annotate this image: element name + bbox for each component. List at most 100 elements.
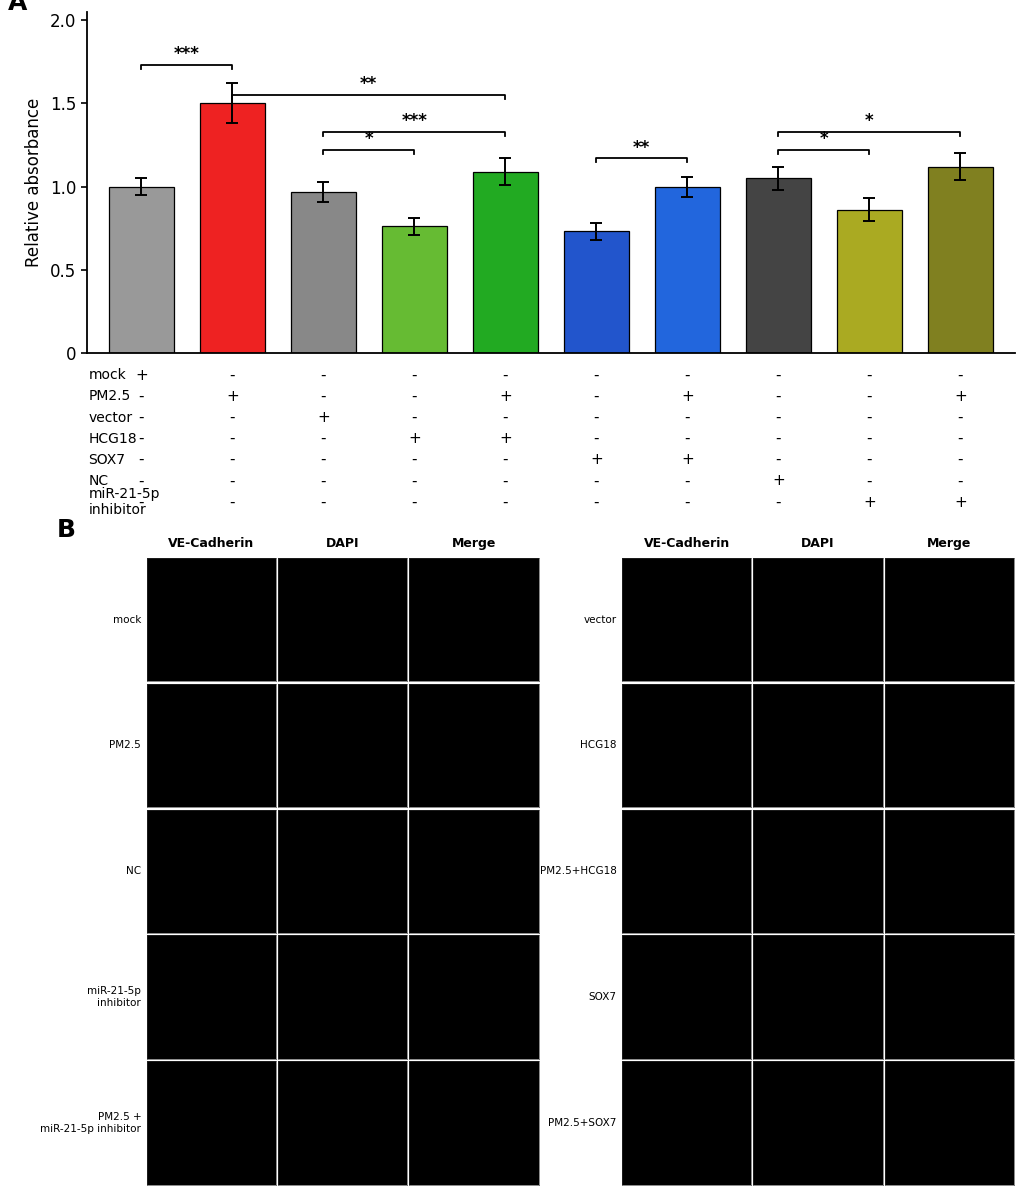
Text: **: **: [360, 75, 377, 93]
Text: -: -: [957, 473, 962, 489]
Text: PM2.5: PM2.5: [109, 740, 141, 751]
Text: miR-21-5p
inhibitor: miR-21-5p inhibitor: [89, 486, 160, 517]
Text: -: -: [866, 473, 871, 489]
Text: -: -: [139, 432, 144, 446]
Text: -: -: [866, 452, 871, 467]
Text: -: -: [684, 432, 690, 446]
Text: -: -: [684, 410, 690, 426]
Text: -: -: [139, 473, 144, 489]
Text: miR-21-5p
inhibitor: miR-21-5p inhibitor: [88, 987, 141, 1008]
Text: -: -: [320, 389, 326, 404]
Bar: [562, 231, 629, 353]
Text: -: -: [229, 368, 234, 383]
Y-axis label: Relative absorbance: Relative absorbance: [24, 98, 43, 267]
Text: -: -: [411, 410, 417, 426]
Text: -: -: [320, 495, 326, 509]
Text: DAPI: DAPI: [326, 538, 359, 550]
Text: Merge: Merge: [926, 538, 970, 550]
Text: -: -: [411, 389, 417, 404]
Text: +: +: [225, 389, 238, 404]
Text: +: +: [681, 389, 693, 404]
Text: VE-Cadherin: VE-Cadherin: [643, 538, 730, 550]
Text: -: -: [229, 410, 234, 426]
Text: -: -: [684, 368, 690, 383]
Text: ***: ***: [173, 45, 200, 63]
Bar: [836, 210, 901, 353]
Text: **: **: [633, 138, 650, 156]
Text: -: -: [957, 452, 962, 467]
Text: -: -: [593, 410, 598, 426]
Text: -: -: [411, 495, 417, 509]
Text: -: -: [411, 473, 417, 489]
Bar: [290, 192, 356, 353]
Text: +: +: [771, 473, 784, 489]
Bar: [654, 186, 719, 353]
Text: -: -: [139, 410, 144, 426]
Text: +: +: [408, 432, 420, 446]
Text: DAPI: DAPI: [801, 538, 834, 550]
Text: NC: NC: [89, 474, 109, 488]
Text: B: B: [57, 519, 76, 542]
Text: -: -: [593, 473, 598, 489]
Text: -: -: [411, 452, 417, 467]
Text: -: -: [502, 495, 507, 509]
Text: HCG18: HCG18: [580, 740, 615, 751]
Text: -: -: [411, 368, 417, 383]
Text: -: -: [502, 452, 507, 467]
Text: *: *: [864, 112, 872, 130]
Text: Merge: Merge: [451, 538, 495, 550]
Text: +: +: [498, 389, 512, 404]
Bar: [472, 172, 538, 353]
Text: -: -: [774, 389, 781, 404]
Text: -: -: [593, 495, 598, 509]
Text: -: -: [866, 368, 871, 383]
Text: -: -: [320, 473, 326, 489]
Text: +: +: [589, 452, 602, 467]
Text: +: +: [681, 452, 693, 467]
Text: -: -: [320, 432, 326, 446]
Text: -: -: [502, 410, 507, 426]
Bar: [381, 226, 446, 353]
Text: SOX7: SOX7: [89, 453, 125, 467]
Text: -: -: [774, 432, 781, 446]
Text: -: -: [229, 495, 234, 509]
Text: PM2.5: PM2.5: [89, 390, 130, 403]
Text: -: -: [593, 389, 598, 404]
Text: ***: ***: [400, 112, 427, 130]
Text: -: -: [957, 432, 962, 446]
Text: HCG18: HCG18: [89, 432, 137, 446]
Bar: [200, 104, 265, 353]
Text: mock: mock: [89, 368, 126, 383]
Text: -: -: [139, 389, 144, 404]
Text: -: -: [774, 495, 781, 509]
Text: PM2.5+SOX7: PM2.5+SOX7: [547, 1118, 615, 1128]
Text: -: -: [320, 368, 326, 383]
Bar: [745, 179, 810, 353]
Text: -: -: [684, 495, 690, 509]
Text: PM2.5+HCG18: PM2.5+HCG18: [539, 867, 615, 876]
Text: mock: mock: [113, 615, 141, 625]
Text: NC: NC: [126, 867, 141, 876]
Text: PM2.5 +
miR-21-5p inhibitor: PM2.5 + miR-21-5p inhibitor: [40, 1112, 141, 1134]
Text: -: -: [229, 432, 234, 446]
Text: -: -: [866, 389, 871, 404]
Text: -: -: [866, 410, 871, 426]
Text: -: -: [320, 452, 326, 467]
Text: -: -: [593, 368, 598, 383]
Text: -: -: [229, 452, 234, 467]
Text: -: -: [139, 495, 144, 509]
Text: -: -: [774, 452, 781, 467]
Text: -: -: [866, 432, 871, 446]
Text: *: *: [364, 130, 373, 148]
Text: A: A: [8, 0, 28, 15]
Text: +: +: [862, 495, 875, 509]
Text: *: *: [818, 130, 827, 148]
Text: VE-Cadherin: VE-Cadherin: [168, 538, 255, 550]
Text: vector: vector: [583, 615, 615, 625]
Text: +: +: [498, 432, 512, 446]
Text: vector: vector: [89, 410, 132, 424]
Text: -: -: [774, 368, 781, 383]
Text: -: -: [593, 432, 598, 446]
Text: -: -: [502, 473, 507, 489]
Text: SOX7: SOX7: [588, 992, 615, 1002]
